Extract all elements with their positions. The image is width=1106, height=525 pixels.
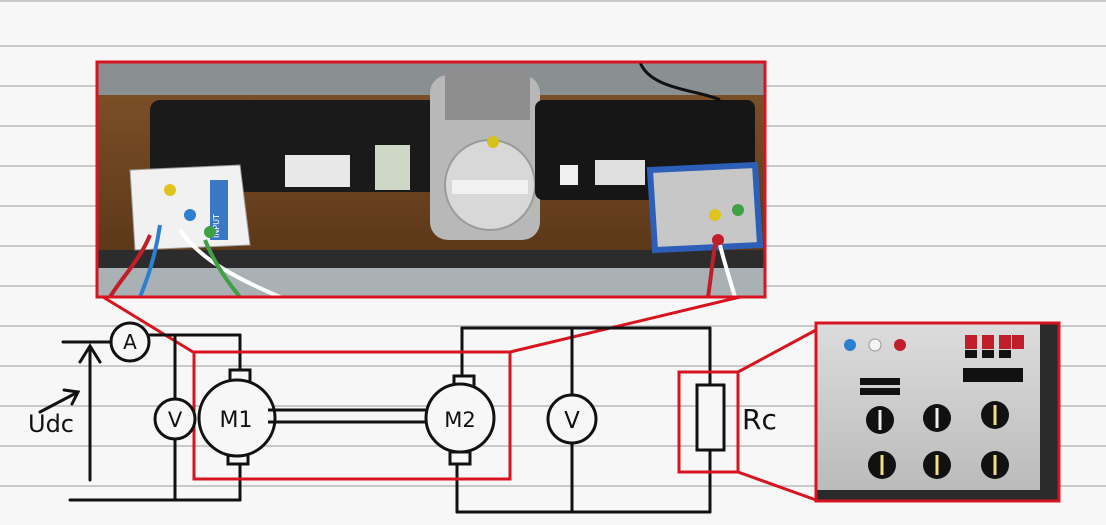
zoom-line-load-bottom [737,470,817,502]
voltmeter-2: V [546,393,598,445]
load-resistor: Rc [695,383,777,452]
voltmeter-1: V [153,397,197,441]
motor2-terminal-panel [646,161,764,254]
voltmeter1-label: V [168,408,183,432]
load-panel-photo [816,323,1059,501]
zoom-line-right [509,295,741,354]
motor1-label: M1 [220,408,253,433]
motor2-label: M2 [444,408,475,432]
motor-m1: M1 [197,368,432,466]
zoom-line-load-top [737,328,817,374]
source-voltage-label: Udc [28,410,74,438]
load-knobs [866,401,1009,479]
motor-m2: M2 [424,374,496,466]
load-photo-frame [814,321,1061,503]
panel-input-label: INPUT [212,214,221,238]
motor-bench-photo: INPUT [97,62,765,297]
zoom-line-left [102,295,194,354]
ammeter: A [109,321,151,363]
motor-photo-frame [95,60,767,299]
load-highlight-box [677,370,740,474]
voltmeter2-label: V [564,408,580,434]
ammeter-label: A [123,330,137,354]
load-label: Rc [742,403,777,436]
